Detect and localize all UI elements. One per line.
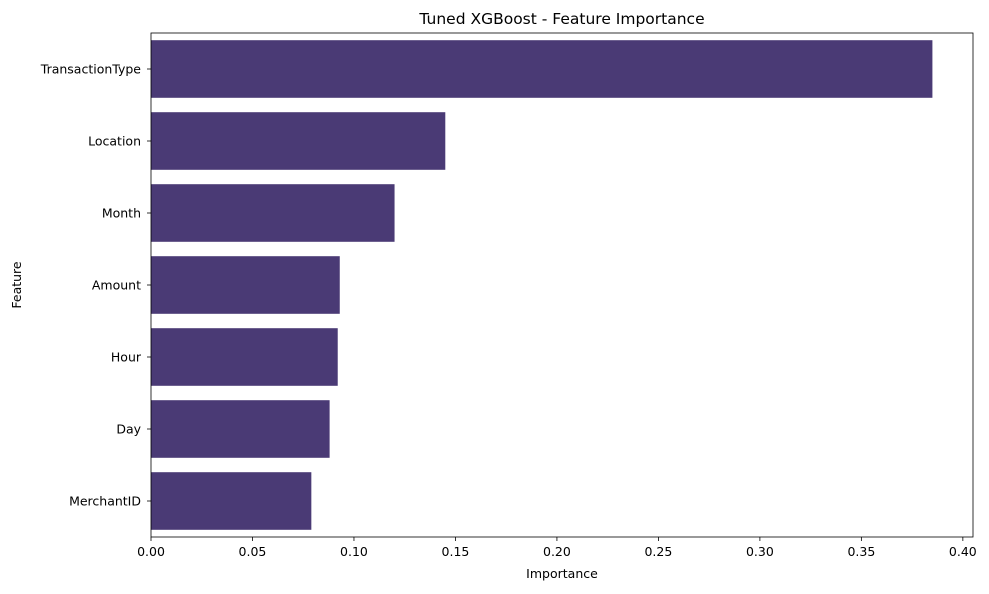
x-tick-label: 0.00 xyxy=(137,544,165,559)
x-tick-label: 0.40 xyxy=(949,544,977,559)
bar-month xyxy=(151,184,395,242)
y-tick-label: Hour xyxy=(111,350,142,365)
plot-frame xyxy=(150,32,974,538)
bars-layer xyxy=(151,40,933,530)
bar-location xyxy=(151,112,446,170)
y-tick-label: Day xyxy=(116,422,141,437)
x-axis-label: Importance xyxy=(526,566,598,581)
y-tick-label: Month xyxy=(102,206,141,221)
y-tick-label: Amount xyxy=(92,278,141,293)
x-axis-ticks: 0.00 0.05 0.10 0.15 0.20 0.25 0.30 0.35 0.40 xyxy=(137,537,977,559)
x-tick-label: 0.30 xyxy=(746,544,774,559)
bar-day xyxy=(151,400,330,458)
y-axis-label: Feature xyxy=(9,261,24,309)
y-tick-label: MerchantID xyxy=(69,494,141,509)
x-tick-label: 0.15 xyxy=(442,544,470,559)
x-tick-label: 0.05 xyxy=(239,544,267,559)
bar-merchantid xyxy=(151,472,312,530)
x-tick-label: 0.35 xyxy=(847,544,875,559)
y-tick-label: TransactionType xyxy=(40,62,142,77)
x-tick-label: 0.20 xyxy=(543,544,571,559)
y-tick-label: Location xyxy=(88,134,141,149)
y-axis-ticks: TransactionType Location Month Amount Hour Da… xyxy=(40,62,151,509)
chart-title: Tuned XGBoost - Feature Importance xyxy=(418,10,704,28)
bar-amount xyxy=(151,256,340,314)
bar-hour xyxy=(151,328,338,386)
bar-transactiontype xyxy=(151,40,933,98)
x-tick-label: 0.10 xyxy=(340,544,368,559)
x-tick-label: 0.25 xyxy=(644,544,672,559)
